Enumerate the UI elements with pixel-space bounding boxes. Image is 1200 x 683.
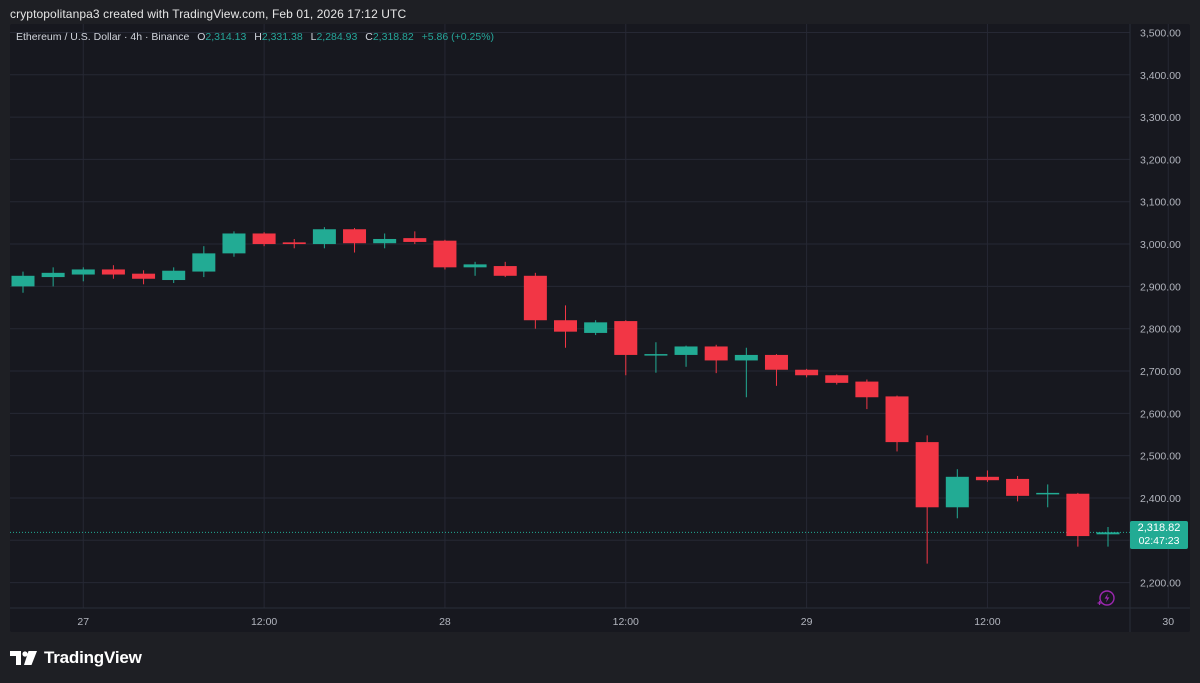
candle-body[interactable] <box>975 476 999 481</box>
candle-body[interactable] <box>1036 492 1060 495</box>
candle-body[interactable] <box>554 320 577 332</box>
y-tick-label: 2,600.00 <box>1140 408 1181 420</box>
candle-body[interactable] <box>463 264 487 268</box>
candle-body[interactable] <box>674 346 698 355</box>
bar-countdown: 02:47:23 <box>1138 535 1180 547</box>
candle-body[interactable] <box>71 269 95 275</box>
x-tick-label: 28 <box>439 616 451 628</box>
candle-body[interactable] <box>282 242 306 245</box>
y-tick-label: 3,300.00 <box>1140 112 1181 124</box>
y-tick-label: 3,500.00 <box>1140 27 1181 39</box>
candle-body[interactable] <box>252 233 276 245</box>
candle-body[interactable] <box>312 229 336 245</box>
candle-body[interactable] <box>704 346 728 361</box>
candle-body[interactable] <box>1006 478 1030 496</box>
close-value: 2,318.82 <box>372 31 414 43</box>
candle-body[interactable] <box>132 273 156 279</box>
open-value: 2,314.13 <box>205 31 247 43</box>
candle-body[interactable] <box>1096 532 1120 535</box>
candle-body[interactable] <box>825 375 849 383</box>
candle-body[interactable] <box>855 381 879 398</box>
lightning-bolt-icon[interactable] <box>1096 588 1116 608</box>
candle-body[interactable] <box>614 321 638 355</box>
candle-body[interactable] <box>41 272 65 278</box>
x-tick-label: 27 <box>77 616 89 628</box>
candle-body[interactable] <box>403 238 427 242</box>
y-tick-label: 2,200.00 <box>1140 578 1181 590</box>
candlestick-chart[interactable]: 2,200.002,300.002,400.002,500.002,600.00… <box>10 24 1190 632</box>
candle-body[interactable] <box>523 275 547 321</box>
last-price-tag: 2,318.82 02:47:23 <box>1130 521 1188 549</box>
last-price-value: 2,318.82 <box>1137 522 1181 534</box>
ohlc-legend: Ethereum / U.S. Dollar · 4h · Binance O2… <box>16 31 494 43</box>
candle-body[interactable] <box>373 238 397 244</box>
candle-body[interactable] <box>493 266 517 276</box>
high-label: H <box>254 31 262 43</box>
candle-body[interactable] <box>795 369 819 376</box>
candle-body[interactable] <box>734 354 758 361</box>
candle-body[interactable] <box>885 396 909 443</box>
brand-name: TradingView <box>44 648 142 667</box>
y-tick-label: 2,500.00 <box>1140 451 1181 463</box>
candle-body[interactable] <box>1066 493 1090 537</box>
x-tick-label: 12:00 <box>974 616 1000 628</box>
chart-panel[interactable]: 2,200.002,300.002,400.002,500.002,600.00… <box>10 24 1190 632</box>
y-tick-label: 3,100.00 <box>1140 197 1181 209</box>
low-value: 2,284.93 <box>316 31 358 43</box>
candle-body[interactable] <box>945 476 969 508</box>
symbol-title[interactable]: Ethereum / U.S. Dollar · 4h · Binance <box>16 31 190 43</box>
candle-body[interactable] <box>584 322 608 333</box>
candle-body[interactable] <box>915 442 939 508</box>
candle-body[interactable] <box>764 354 788 370</box>
low-label: L <box>310 31 317 43</box>
candle-body[interactable] <box>222 233 246 254</box>
tradingview-brand[interactable]: TradingView <box>10 646 142 670</box>
change-value: +5.86 (+0.25%) <box>421 31 495 43</box>
y-tick-label: 2,900.00 <box>1140 281 1181 293</box>
y-tick-label: 2,400.00 <box>1140 493 1181 505</box>
y-tick-label: 2,700.00 <box>1140 366 1181 378</box>
x-tick-label: 12:00 <box>613 616 639 628</box>
y-tick-label: 2,800.00 <box>1140 324 1181 336</box>
candle-body[interactable] <box>343 229 367 244</box>
close-label: C <box>365 31 373 43</box>
tradingview-logo-icon <box>10 651 37 665</box>
candle-body[interactable] <box>192 253 216 272</box>
candle-body[interactable] <box>162 270 186 281</box>
x-tick-label: 29 <box>801 616 813 628</box>
y-tick-label: 3,400.00 <box>1140 70 1181 82</box>
y-tick-label: 3,000.00 <box>1140 239 1181 251</box>
y-tick-label: 3,200.00 <box>1140 154 1181 166</box>
open-label: O <box>197 31 206 43</box>
candle-body[interactable] <box>644 354 668 356</box>
candle-body[interactable] <box>433 240 457 268</box>
x-tick-label: 12:00 <box>251 616 277 628</box>
high-value: 2,331.38 <box>261 31 303 43</box>
candle-body[interactable] <box>101 269 125 275</box>
x-tick-label: 30 <box>1162 616 1174 628</box>
chart-credit: cryptopolitanpa3 created with TradingVie… <box>10 7 407 21</box>
candle-body[interactable] <box>11 275 35 287</box>
